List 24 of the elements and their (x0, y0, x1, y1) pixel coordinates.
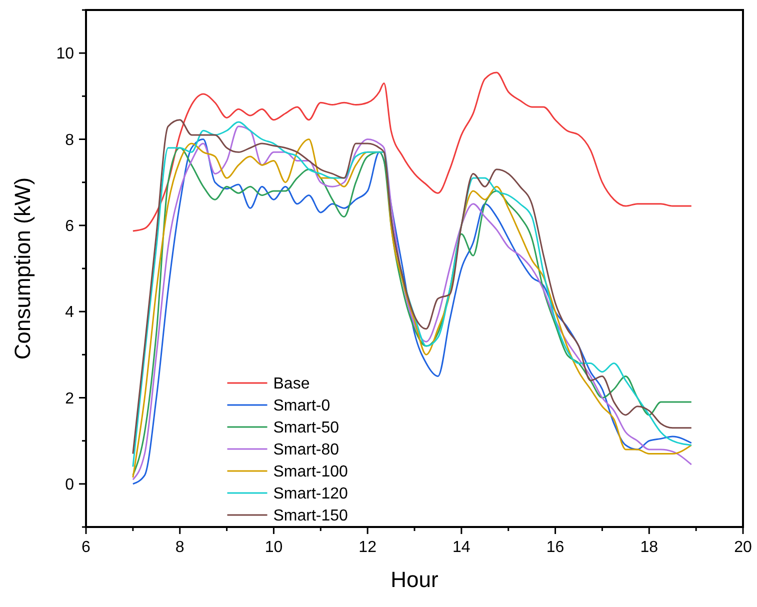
legend-label: Base (273, 376, 310, 393)
legend-label: Smart-100 (273, 464, 348, 481)
y-tick-label: 4 (65, 304, 74, 322)
line-series (132, 72, 692, 232)
y-tick-label: 0 (65, 476, 74, 494)
y-tick-label: 10 (56, 46, 74, 63)
x-tick-label: 18 (640, 539, 658, 556)
x-tick-label: 6 (82, 539, 91, 556)
legend-label: Smart-120 (273, 486, 348, 503)
y-tick-label: 8 (65, 132, 74, 149)
legend-label: Smart-0 (273, 398, 330, 415)
x-tick-label: 12 (358, 539, 377, 556)
x-tick-label: 8 (175, 539, 184, 556)
x-tick-label: 20 (734, 539, 752, 556)
legend-label: Smart-80 (273, 442, 340, 459)
x-tick-label: 10 (264, 539, 283, 556)
legend-label: Smart-50 (273, 420, 340, 437)
legend-label: Smart-150 (273, 508, 348, 525)
y-tick-label: 6 (65, 218, 74, 236)
x-tick-label: 16 (546, 539, 564, 556)
x-axis-title: Hour (390, 567, 438, 592)
x-tick-label: 14 (452, 539, 470, 556)
y-axis-title: Consumption (kW) (10, 177, 35, 360)
y-tick-label: 2 (65, 390, 74, 408)
